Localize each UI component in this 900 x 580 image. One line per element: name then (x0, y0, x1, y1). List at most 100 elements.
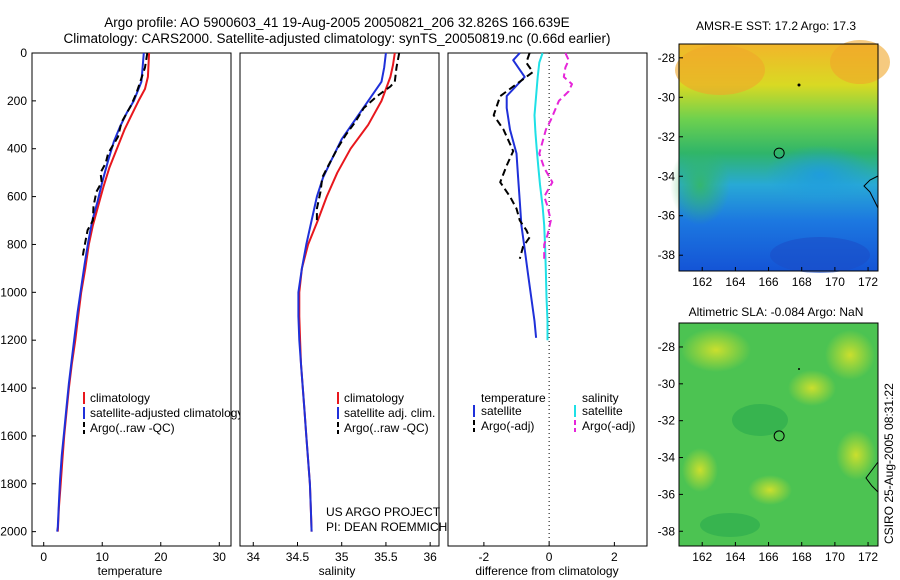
x-tick-label: -2 (479, 550, 490, 564)
legend-label-argo: Argo(..raw -QC) (344, 421, 429, 435)
sst-profile-marker (773, 147, 785, 159)
temperature-series (56, 52, 151, 532)
difference-panel: -2 0 2 difference from climatology tempera… (447, 52, 648, 578)
salinity-xlabel: salinity (319, 564, 356, 578)
difference-legend: temperature salinity satellite Argo(-adj… (473, 391, 635, 433)
depth-tick-label: 200 (7, 94, 27, 108)
depth-tick-label: 1200 (0, 333, 27, 347)
x-tick-label: 0 (40, 550, 47, 564)
temperature-axes-box (31, 52, 232, 547)
sla-high-patch (681, 328, 751, 372)
map-y-tick-label: -32 (658, 414, 676, 428)
map-x-tick-label: 164 (725, 275, 745, 289)
x-tick-label: 10 (96, 550, 110, 564)
x-tick-label: 20 (154, 550, 168, 564)
sst-warm-patch (830, 40, 890, 84)
map-x-tick-label: 164 (725, 550, 745, 564)
temperature-x-ticks: 0 10 20 30 (40, 542, 226, 564)
difference-xlabel: difference from climatology (475, 564, 618, 578)
map-x-tick-label: 170 (825, 550, 845, 564)
map-y-tick-label: -34 (658, 451, 676, 465)
salinity-axes-box (239, 52, 440, 547)
map-x-tick-label: 170 (825, 275, 845, 289)
sla-map-frame (678, 322, 879, 547)
series-line-salinity-argo-adj- (538, 52, 573, 259)
sla-low-patch (732, 404, 788, 436)
sla-high-patch (836, 430, 876, 480)
legend-label-sal-satellite: satellite (582, 404, 623, 418)
sla-map-ticks: 162 164 166 168 170 172 -28 -30 -32 -34 -36 -38 (658, 340, 879, 564)
salinity-series (297, 52, 401, 532)
map-y-tick-label: -30 (658, 377, 676, 391)
sst-island (797, 83, 801, 87)
x-tick-label: 35 (335, 550, 349, 564)
series-line-satellite-adj-clim- (297, 52, 387, 532)
sla-coastline (865, 461, 879, 493)
depth-tick-label: 1400 (0, 381, 27, 395)
x-tick-label: 34.5 (286, 550, 310, 564)
figure-title-line1: Argo profile: AO 5900603_41 19-Aug-2005 … (104, 15, 569, 30)
legend-header-temperature: temperature (481, 391, 546, 405)
sla-map-title: Altimetric SLA: -0.084 Argo: NaN (689, 305, 864, 319)
map-y-tick-label: -28 (658, 51, 676, 65)
sst-warm-patch (675, 45, 765, 95)
series-line-temperature-satellite (505, 52, 538, 338)
x-tick-label: 34 (247, 550, 261, 564)
sla-high-patch (748, 475, 792, 505)
depth-tick-label: 600 (7, 190, 27, 204)
sla-low-patch (700, 513, 760, 537)
sst-map-panel: AMSR-E SST: 17.2 Argo: 17.3 162 164 166 168… (658, 19, 890, 289)
sla-high-patch (682, 448, 718, 492)
csiro-side-label: CSIRO 25-Aug-2005 08:31:22 (882, 383, 896, 544)
legend-label-temp-argo: Argo(-adj) (481, 419, 534, 433)
x-tick-label: 35.5 (374, 550, 398, 564)
salinity-panel: 34 34.5 35 35.5 36 salinity climatology sate… (239, 52, 447, 578)
legend-label-satellite: satellite adj. clim. (344, 406, 435, 420)
depth-tick-label: 800 (7, 237, 27, 251)
x-tick-label: 36 (423, 550, 437, 564)
sst-cold-patch (770, 237, 870, 273)
series-line-salinity-satellite (533, 52, 549, 341)
legend-label-argo: Argo(..raw -QC) (90, 421, 175, 435)
sla-high-patch (788, 370, 836, 406)
legend-label-satellite: satellite-adjusted climatology (90, 406, 243, 420)
legend-label-sal-argo: Argo(-adj) (582, 419, 635, 433)
depth-tick-label: 400 (7, 142, 27, 156)
series-line-temperature-argo-adj- (492, 52, 534, 260)
sla-island (798, 368, 800, 370)
sla-high-patch (825, 330, 875, 380)
map-y-tick-label: -30 (658, 90, 676, 104)
legend-label-temp-satellite: satellite (481, 404, 522, 418)
salinity-legend: climatology satellite adj. clim. Argo(..… (337, 391, 435, 435)
sla-profile-marker (773, 430, 785, 442)
map-x-tick-label: 162 (692, 275, 712, 289)
depth-tick-label: 1600 (0, 429, 27, 443)
depth-axis-ticks: 0 200 400 600 800 1000 1200 1400 1600 1800 2000 (0, 46, 452, 539)
difference-series (492, 52, 573, 341)
sst-coastline (863, 175, 879, 209)
map-x-tick-label: 168 (792, 275, 812, 289)
map-x-tick-label: 168 (792, 550, 812, 564)
legend-label-climatology: climatology (90, 391, 150, 405)
temperature-xlabel: temperature (98, 564, 163, 578)
map-y-tick-label: -32 (658, 130, 676, 144)
x-tick-label: 30 (213, 550, 227, 564)
salinity-x-ticks: 34 34.5 35 35.5 36 (247, 542, 437, 564)
depth-tick-label: 2000 (0, 525, 27, 539)
depth-tick-label: 1000 (0, 285, 27, 299)
sla-map-panel: Altimetric SLA: -0.084 Argo: NaN 162 164 1… (658, 305, 879, 564)
map-x-tick-label: 166 (759, 275, 779, 289)
temperature-panel: 0 200 400 600 800 1000 1200 1400 1600 1800 2000 0 1… (0, 46, 452, 578)
x-tick-label: 2 (611, 550, 618, 564)
map-x-tick-label: 172 (858, 550, 878, 564)
series-line-argo-raw-qc- (81, 52, 149, 259)
map-y-tick-label: -36 (658, 209, 676, 223)
sst-map-frame (678, 43, 879, 272)
map-y-tick-label: -38 (658, 524, 676, 538)
sst-map-ticks: 162 164 166 168 170 172 -28 -30 -32 -34 -36 -38 (658, 51, 879, 289)
depth-tick-label: 1800 (0, 477, 27, 491)
figure-title-line2: Climatology: CARS2000. Satellite-adjuste… (63, 31, 610, 46)
map-y-tick-label: -34 (658, 169, 676, 183)
sst-blue-patch (765, 145, 875, 205)
sst-map-title: AMSR-E SST: 17.2 Argo: 17.3 (696, 19, 856, 33)
